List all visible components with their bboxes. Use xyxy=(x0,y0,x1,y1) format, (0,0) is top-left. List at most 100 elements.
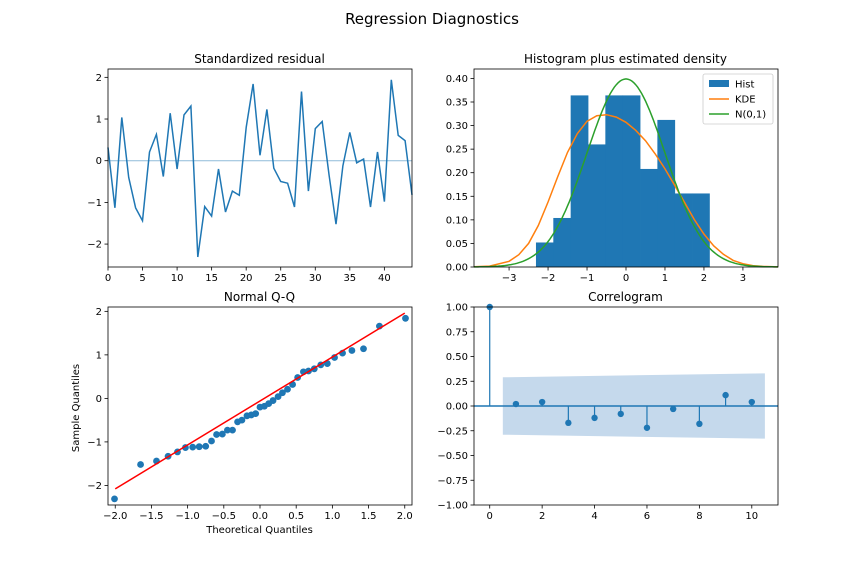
histogram-bar xyxy=(605,95,624,268)
correlogram-y-tick-label: 1.00 xyxy=(446,303,468,314)
qq-point xyxy=(284,385,291,393)
qq-point xyxy=(331,354,338,361)
qq-point xyxy=(224,426,231,434)
acf-marker xyxy=(696,420,703,428)
acf-marker xyxy=(669,405,677,413)
correlogram-x-tick-label: 10 xyxy=(745,511,758,522)
qq-point xyxy=(360,345,367,353)
correlogram-y-tick-label: 0.75 xyxy=(446,327,468,338)
qq-point xyxy=(189,443,197,451)
qq-point xyxy=(202,442,210,450)
correlogram-y-tick-label: 0.50 xyxy=(446,352,468,363)
qq-x-tick-label: 0.5 xyxy=(288,511,304,522)
histogram-x-tick-label: −1 xyxy=(580,273,595,284)
residual-x-tick-label: 10 xyxy=(171,273,184,284)
qq-point xyxy=(274,393,282,401)
qq-point xyxy=(111,495,118,503)
qq-y-tick-label: −1 xyxy=(87,437,102,448)
correlogram-x-tick-label: 8 xyxy=(696,511,702,522)
qq-point xyxy=(269,397,277,404)
qq-x-tick-label: −1.0 xyxy=(175,511,199,522)
histogram-x-tick-label: 0 xyxy=(623,273,629,284)
qq-reference-line xyxy=(114,312,406,490)
qq-y-tick-label: 2 xyxy=(96,307,102,318)
legend-entry: N(0,1) xyxy=(735,110,766,121)
qq-point xyxy=(238,416,246,424)
histogram-bar xyxy=(622,95,641,268)
histogram-x-tick-label: 2 xyxy=(701,273,707,284)
kde-curve xyxy=(473,113,779,268)
standardized-residual-title: Standardized residual xyxy=(194,52,325,66)
histogram-y-tick-label: 0.05 xyxy=(446,239,468,250)
acf-marker xyxy=(565,419,572,427)
correlogram-y-tick-label: 0.00 xyxy=(446,402,468,413)
correlogram-title: Correlogram xyxy=(588,290,663,304)
residual-y-tick-label: 1 xyxy=(96,115,102,126)
qq-x-tick-label: −2.0 xyxy=(103,511,127,522)
correlogram-y-tick-label: −1.00 xyxy=(437,501,468,512)
histogram-x-tick-label: 3 xyxy=(740,273,746,284)
histogram-y-tick-label: 0.20 xyxy=(446,168,468,179)
qq-x-tick-label: 1.5 xyxy=(361,511,377,522)
acf-marker xyxy=(748,398,755,406)
qq-point xyxy=(213,431,220,438)
residual-y-tick-label: 2 xyxy=(96,73,102,84)
residual-x-tick-label: 30 xyxy=(309,273,322,284)
qq-point xyxy=(229,426,236,434)
qq-x-axis-label: Theoretical Quantiles xyxy=(205,525,313,536)
correlogram-panel: Correlogram 0 2 4 6 8 10 −1.00 −0.75 −0.50 −0.25 0… xyxy=(437,290,779,522)
acf-marker xyxy=(512,400,520,408)
residual-axes-frame xyxy=(107,68,413,268)
residual-series-line xyxy=(107,79,413,258)
residual-x-tick-label: 40 xyxy=(378,273,391,284)
histogram-bar xyxy=(640,168,658,267)
histogram-bar xyxy=(674,193,693,267)
histogram-bar xyxy=(553,217,572,267)
acf-marker xyxy=(538,398,546,406)
histogram-x-tick-label: 1 xyxy=(662,273,668,284)
qq-point xyxy=(279,389,286,397)
qq-point xyxy=(208,437,215,445)
qq-y-tick-label: −2 xyxy=(87,481,102,492)
residual-y-tick-label: −1 xyxy=(87,198,102,209)
qq-y-tick-label: 0 xyxy=(96,394,102,405)
qq-x-tick-label: 2.0 xyxy=(397,511,413,522)
residual-x-tick-label: 20 xyxy=(240,273,253,284)
histogram-bar xyxy=(588,144,606,267)
correlogram-x-tick-label: 2 xyxy=(539,511,545,522)
correlogram-y-tick-label: −0.50 xyxy=(437,451,468,462)
residual-x-tick-label: 15 xyxy=(205,273,218,284)
histogram-density-panel: Histogram plus estimated density −3 −2 −1 0… xyxy=(446,52,779,284)
correlogram-x-tick-label: 6 xyxy=(644,511,650,522)
acf-marker xyxy=(591,414,598,422)
acf-marker xyxy=(643,424,651,431)
normal-pdf-curve xyxy=(474,78,778,268)
correlogram-y-tick-label: 0.25 xyxy=(446,377,468,388)
legend-swatch-hist xyxy=(709,80,729,87)
histogram-y-tick-label: 0.25 xyxy=(446,145,468,156)
qq-x-tick-label: −0.5 xyxy=(212,511,236,522)
normal-qq-title: Normal Q-Q xyxy=(224,290,295,304)
histogram-y-tick-label: 0.00 xyxy=(446,263,468,274)
qq-x-tick-label: 0.0 xyxy=(252,511,268,522)
residual-x-tick-label: 35 xyxy=(343,273,356,284)
qq-point xyxy=(218,430,226,438)
residual-y-tick-label: −2 xyxy=(87,240,102,251)
histogram-bar xyxy=(657,119,676,268)
qq-point xyxy=(402,314,409,322)
residual-x-tick-label: 0 xyxy=(105,273,111,284)
correlogram-x-tick-label: 0 xyxy=(487,511,493,522)
histogram-y-tick-label: 0.40 xyxy=(446,74,468,85)
correlogram-y-tick-label: −0.25 xyxy=(437,426,468,437)
histogram-y-tick-label: 0.30 xyxy=(446,121,468,132)
acf-marker xyxy=(617,410,624,418)
standardized-residual-panel: Standardized residual 0 5 10 15 20 25 30 35 40−2… xyxy=(87,52,413,284)
correlogram-y-tick-label: −0.75 xyxy=(437,476,468,487)
legend-entry: Hist xyxy=(735,80,755,91)
histogram-x-tick-label: −2 xyxy=(541,273,556,284)
normal-qq-panel: Normal Q-Q Theoretical Quantiles Sample … xyxy=(71,290,413,536)
qq-y-axis-label: Sample Quantiles xyxy=(71,364,82,452)
histogram-density-title: Histogram plus estimated density xyxy=(524,52,727,66)
residual-x-tick-label: 5 xyxy=(139,273,145,284)
